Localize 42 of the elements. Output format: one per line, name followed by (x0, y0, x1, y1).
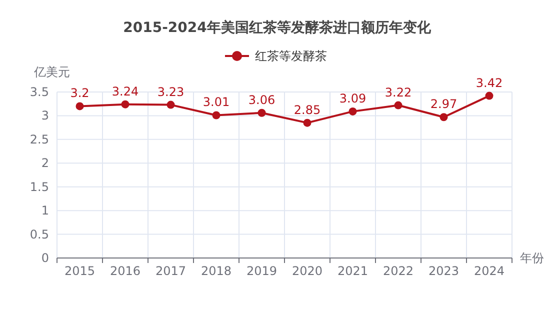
x-tick-label: 2019 (246, 264, 278, 278)
point (121, 100, 130, 108)
point (348, 107, 357, 116)
x-tick-label: 2018 (200, 264, 232, 278)
data-label: 3.42 (476, 76, 503, 90)
data-label: 3.2 (70, 86, 90, 100)
data-label: 3.09 (339, 91, 366, 106)
y-tick-label: 1.5 (30, 180, 49, 194)
x-tick-label: 2022 (382, 264, 414, 278)
data-label: 3.24 (112, 84, 139, 98)
x-tick-label: 2020 (292, 264, 323, 278)
point (212, 111, 220, 120)
x-tick-label: 2021 (337, 264, 368, 278)
y-tick-label: 1 (41, 204, 49, 218)
point (166, 100, 175, 109)
legend-label: 红茶等发酵茶 (255, 49, 327, 63)
x-tick-label: 2017 (155, 264, 186, 278)
y-tick-label: 3.5 (30, 85, 49, 99)
data-label: 3.01 (202, 95, 230, 110)
y-axis-title: 亿美元 (33, 65, 70, 79)
y-tick-label: 3 (41, 108, 49, 123)
point (258, 108, 266, 117)
data-label: 3.23 (157, 84, 184, 99)
chart-title: 2015-2024年美国红茶等发酵茶进口额历年变化 (123, 19, 432, 36)
y-tick-label: 0.5 (30, 227, 49, 242)
data-label: 3.22 (384, 85, 412, 100)
x-axis-title: 年份 (520, 251, 544, 265)
y-tick-label: 2 (41, 156, 49, 170)
point (303, 118, 312, 127)
data-label: 2.85 (294, 102, 321, 117)
point (76, 102, 84, 110)
x-tick-label: 2016 (110, 264, 141, 278)
point (485, 92, 494, 100)
point (440, 113, 448, 122)
y-tick-label: 2.5 (30, 132, 49, 146)
data-label: 3.06 (248, 92, 276, 107)
x-tick-label: 2024 (474, 264, 505, 278)
y-tick-label: 0 (41, 251, 49, 265)
data-label: 2.97 (430, 97, 458, 112)
x-tick-label: 2015 (64, 264, 96, 278)
x-tick-label: 2023 (428, 264, 460, 278)
point (394, 101, 402, 110)
